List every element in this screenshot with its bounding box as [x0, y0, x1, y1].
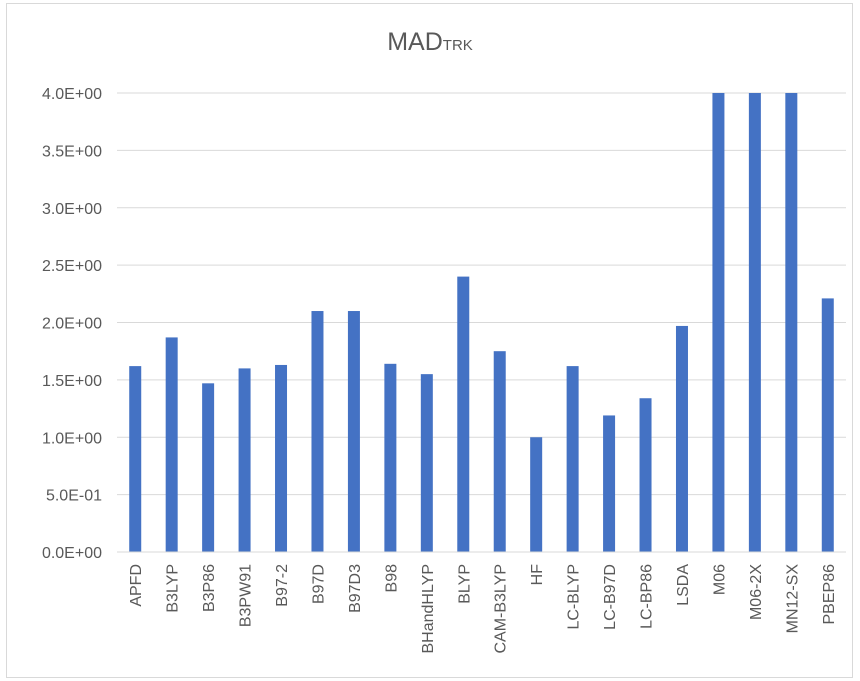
bar: [566, 366, 579, 552]
chart-title-subscript: TRK: [442, 37, 473, 54]
y-tick-label: 2.0E+00: [42, 316, 102, 333]
bar: [457, 276, 470, 552]
bar: [493, 351, 506, 552]
bar: [165, 337, 178, 552]
x-tick-label: PBEP86: [821, 564, 838, 625]
bar: [238, 368, 251, 552]
x-tick-label: M06: [711, 564, 728, 595]
y-tick-label: 1.5E+00: [42, 373, 102, 390]
y-tick-label: 0.0E+00: [42, 545, 102, 562]
x-tick-label: B97D: [310, 564, 327, 604]
bar: [420, 374, 433, 552]
x-tick-label: BLYP: [456, 564, 473, 604]
x-tick-label: APFD: [128, 564, 145, 607]
bar: [275, 364, 288, 552]
bar: [129, 366, 142, 552]
bar: [384, 363, 397, 552]
x-tick-label: B97-2: [274, 564, 291, 607]
y-tick-label: 4.0E+00: [42, 86, 102, 103]
x-tick-label: LSDA: [675, 564, 692, 606]
y-tick-label: 3.5E+00: [42, 143, 102, 160]
bar: [311, 311, 324, 552]
bar: [785, 93, 798, 552]
x-tick-label: LC-BP86: [639, 564, 656, 629]
bar: [639, 398, 652, 552]
bar: [530, 437, 543, 552]
chart-frame: [6, 3, 853, 678]
x-tick-label: M06-2X: [748, 564, 765, 620]
y-tick-label: 3.0E+00: [42, 201, 102, 218]
x-tick-label: B3LYP: [165, 564, 182, 613]
x-tick-label: B98: [383, 564, 400, 593]
y-tick-label: 1.0E+00: [42, 430, 102, 447]
chart-title: MADTRK: [0, 28, 860, 57]
bar: [675, 325, 688, 552]
x-tick-label: LC-BLYP: [566, 564, 583, 630]
x-tick-label: HF: [529, 564, 546, 586]
y-tick-label: 5.0E-01: [46, 488, 102, 505]
x-tick-label: MN12-SX: [784, 564, 801, 634]
x-tick-label: B3PW91: [238, 564, 255, 627]
chart-title-main: MAD: [387, 28, 443, 56]
y-tick-label: 2.5E+00: [42, 258, 102, 275]
bar: [748, 93, 761, 552]
x-tick-label: B3P86: [201, 564, 218, 612]
x-tick-label: LC-B97D: [602, 564, 619, 630]
bar: [712, 93, 725, 552]
x-tick-label: B97D3: [347, 564, 364, 613]
x-tick-label: CAM-B3LYP: [493, 564, 510, 654]
bar: [347, 311, 360, 552]
bar: [603, 415, 616, 552]
x-tick-label: BHandHLYP: [420, 564, 437, 654]
bar: [202, 383, 215, 552]
bar: [821, 298, 834, 552]
